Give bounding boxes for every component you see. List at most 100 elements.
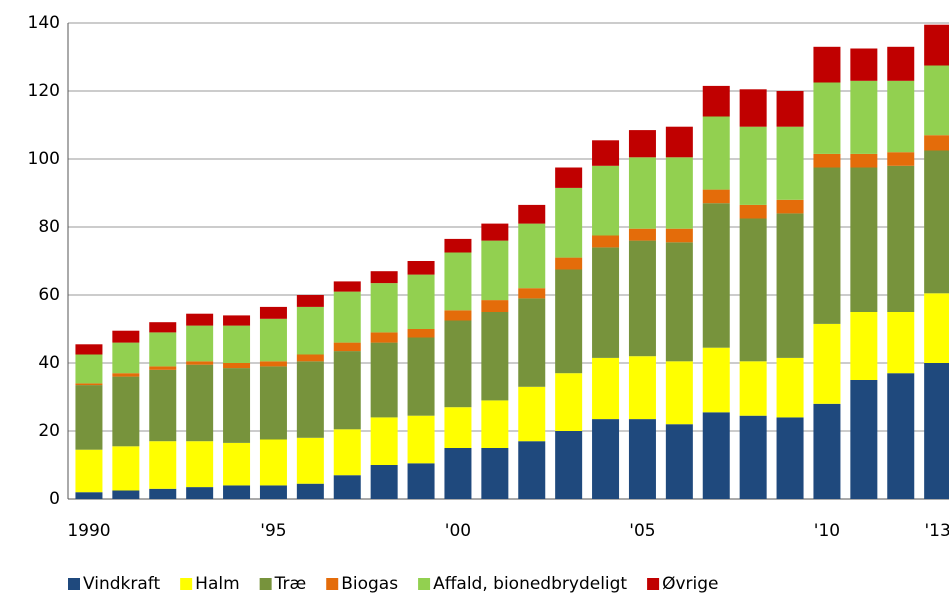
bar-segment xyxy=(481,312,509,401)
bar-segment xyxy=(223,363,251,369)
bar-segment xyxy=(665,157,693,229)
bar-segment xyxy=(75,383,103,386)
bar-segment xyxy=(628,419,656,499)
bar-segment xyxy=(186,441,214,488)
legend-label: Affald, bionedbrydeligt xyxy=(433,574,627,594)
bar-segment xyxy=(924,65,949,136)
bar-segment xyxy=(518,386,546,442)
bar-segment xyxy=(592,235,620,248)
bar-segment xyxy=(739,204,767,219)
bar-segment xyxy=(407,337,435,416)
bar-segment xyxy=(444,310,472,321)
bar-segment xyxy=(481,240,509,301)
bar-segment xyxy=(481,400,509,448)
bar-segment xyxy=(186,364,214,442)
bar-segment xyxy=(112,490,140,499)
bar-segment xyxy=(850,48,878,81)
y-tick-label: 120 xyxy=(28,81,60,101)
bar-segment xyxy=(518,223,546,289)
bar-segment xyxy=(555,187,583,258)
legend-swatch xyxy=(418,578,431,590)
bar-segment xyxy=(75,449,103,493)
bar-segment xyxy=(628,228,656,241)
bar-segment xyxy=(850,312,878,380)
bar-segment xyxy=(739,126,767,205)
bar-segment xyxy=(259,485,287,499)
bar-segment xyxy=(333,342,361,352)
x-tick-label: 1990 xyxy=(67,521,110,541)
x-tick-label: '95 xyxy=(260,521,286,541)
bar-segment xyxy=(518,298,546,387)
bar-segment xyxy=(75,354,103,384)
bar-segment xyxy=(628,130,656,158)
bar-segment xyxy=(149,322,177,333)
bar-segment xyxy=(112,446,140,491)
bar-segment xyxy=(887,312,915,374)
bar-segment xyxy=(850,153,878,168)
bar-segment xyxy=(813,153,841,168)
y-tick-label: 140 xyxy=(28,13,60,33)
bar-segment xyxy=(702,347,730,413)
legend-label: Biogas xyxy=(341,574,398,594)
bar-segment xyxy=(518,441,546,499)
bar-segment xyxy=(186,361,214,365)
bar-segment xyxy=(333,475,361,499)
bar-segment xyxy=(481,223,509,241)
bar-segment xyxy=(813,323,841,404)
bar-segment xyxy=(924,150,949,294)
bar-segment xyxy=(924,135,949,151)
bar-segment xyxy=(628,240,656,357)
bar-segment xyxy=(776,357,804,418)
bar-segment xyxy=(813,46,841,83)
bar-segment xyxy=(924,363,949,499)
bar-segment xyxy=(370,417,398,465)
bar-segment xyxy=(739,89,767,127)
bar-segment xyxy=(223,442,251,486)
bar-segment xyxy=(112,376,140,447)
bar-segment xyxy=(333,351,361,430)
bar-segment xyxy=(555,431,583,499)
bar-segment xyxy=(739,415,767,499)
bar-segment xyxy=(702,203,730,348)
y-tick-label: 40 xyxy=(38,353,60,373)
bar-segment xyxy=(75,385,103,450)
legend-swatch xyxy=(326,578,339,590)
bar-segment xyxy=(850,80,878,154)
legend-label: Vindkraft xyxy=(83,574,160,594)
bar-segment xyxy=(850,380,878,499)
bar-segment xyxy=(776,126,804,200)
bar-segment xyxy=(592,357,620,420)
bar-segment xyxy=(887,165,915,312)
legend-label: Halm xyxy=(195,574,239,594)
bar-segment xyxy=(592,165,620,236)
legend-swatch xyxy=(647,578,660,590)
bar-segment xyxy=(924,24,949,66)
bar-segment xyxy=(223,315,251,326)
bar-segment xyxy=(407,274,435,329)
bar-segment xyxy=(223,485,251,499)
bar-segment xyxy=(259,361,287,367)
bar-segment xyxy=(407,415,435,464)
bar-segment xyxy=(407,463,435,499)
bar-segment xyxy=(259,318,287,362)
bar-segment xyxy=(518,288,546,299)
bar-segment xyxy=(665,126,693,158)
bar-segment xyxy=(370,271,398,284)
bar-segment xyxy=(186,313,214,326)
bar-segment xyxy=(776,199,804,214)
bar-segment xyxy=(592,419,620,499)
bar-segment xyxy=(444,252,472,311)
bar-segment xyxy=(776,417,804,499)
bar-segment xyxy=(813,167,841,324)
bar-segment xyxy=(149,441,177,489)
bar-segment xyxy=(259,439,287,486)
bar-segment xyxy=(887,46,915,81)
bar-segment xyxy=(481,448,509,499)
bar-segment xyxy=(776,213,804,358)
bar-segment xyxy=(149,488,177,499)
bar-segment xyxy=(407,261,435,275)
bar-segment xyxy=(333,291,361,343)
bar-segment xyxy=(628,356,656,420)
bar-segment xyxy=(776,91,804,127)
